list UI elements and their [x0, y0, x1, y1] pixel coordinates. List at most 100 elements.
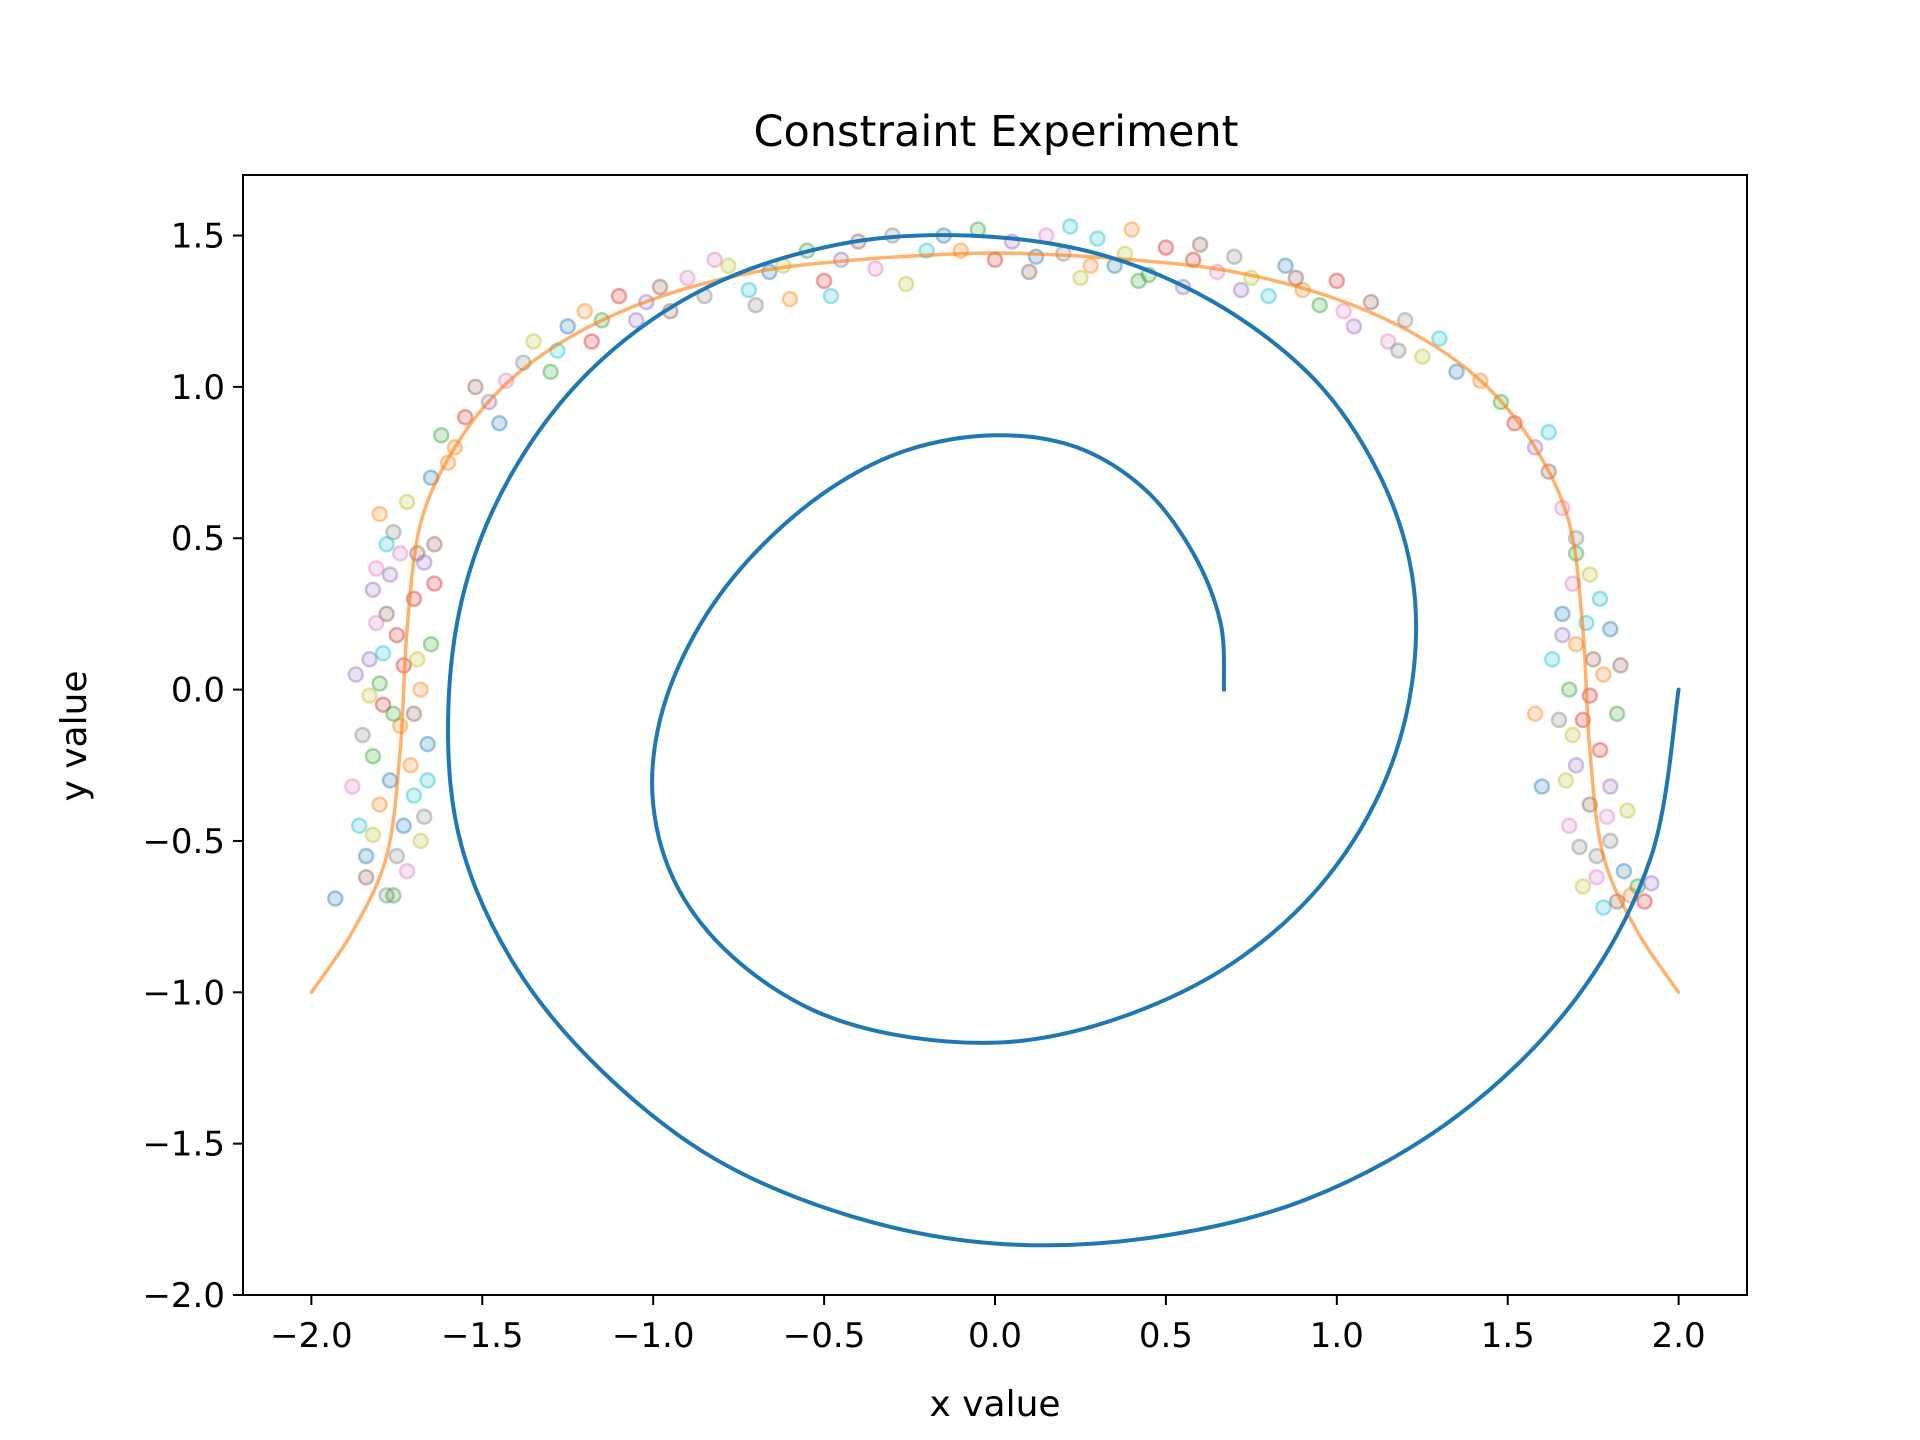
- scatter-point: [419, 772, 436, 789]
- scatter-point: [364, 581, 382, 598]
- scatter-point: [1277, 257, 1294, 275]
- spiral-line: [446, 233, 1681, 1248]
- scatter-point: [364, 747, 382, 765]
- scatter-point: [354, 726, 371, 744]
- scatter-point: [1540, 424, 1557, 441]
- x-tick-label: −1.5: [441, 1316, 524, 1356]
- scatter-point: [371, 505, 388, 523]
- scatter-point: [327, 890, 344, 907]
- scatter-point: [415, 554, 433, 571]
- scatter-point: [576, 302, 594, 320]
- scatter-point: [1543, 651, 1561, 668]
- scatter-point: [583, 333, 600, 350]
- scatter-point: [347, 666, 365, 683]
- scatter-point: [419, 735, 436, 753]
- scatter-point: [1431, 330, 1448, 347]
- scatter-point: [815, 272, 833, 290]
- scatter-point: [1561, 681, 1578, 698]
- x-tick-label: 0.5: [1139, 1316, 1193, 1356]
- scatter-point: [398, 862, 416, 880]
- scatter-point: [1598, 808, 1616, 825]
- scatter-point: [412, 681, 429, 698]
- scatter-point: [344, 778, 361, 795]
- scatter-point: [1588, 869, 1605, 886]
- scatter-point: [385, 705, 402, 723]
- scatter-point: [1226, 248, 1243, 265]
- scatter-point: [1615, 862, 1633, 880]
- scatter-point: [1602, 778, 1619, 795]
- x-tick-label: −0.5: [783, 1316, 866, 1356]
- scatter-point: [1591, 741, 1609, 759]
- scatter-point: [1130, 272, 1147, 290]
- scatter-point: [395, 817, 412, 835]
- scatter-point: [1157, 239, 1175, 256]
- scatter-point: [822, 287, 840, 305]
- scatter-point: [1362, 293, 1380, 311]
- scatter-point: [361, 651, 378, 668]
- scatter-point: [1581, 566, 1599, 583]
- scatter-point: [368, 560, 385, 577]
- scatter-point: [1082, 257, 1099, 275]
- scatter-point: [433, 427, 450, 444]
- y-tick-label: −0.5: [142, 822, 225, 862]
- x-tick-label: −1.0: [612, 1316, 695, 1356]
- scatter-point: [897, 275, 915, 293]
- x-tick-label: −2.0: [270, 1316, 353, 1356]
- plot-area: [309, 218, 1681, 1248]
- scatter-point: [1602, 620, 1619, 638]
- y-tick-label: 1.5: [171, 217, 225, 257]
- scatter-point: [747, 296, 764, 314]
- scatter-point: [402, 757, 419, 774]
- scatter-point: [368, 614, 385, 632]
- scatter-layer: [327, 218, 1660, 916]
- x-tick-label: 1.5: [1481, 1316, 1535, 1356]
- scatter-point: [422, 635, 440, 653]
- scatter-point: [1287, 269, 1305, 287]
- scatter-point: [1027, 248, 1045, 265]
- scatter-point: [525, 333, 542, 350]
- scatter-point: [405, 787, 423, 804]
- scatter-point: [1574, 878, 1592, 895]
- scatter-point: [1260, 287, 1277, 305]
- scatter-point: [381, 566, 399, 583]
- scatter-point: [361, 687, 378, 704]
- scatter-point: [986, 251, 1004, 269]
- scatter-point: [542, 363, 559, 381]
- scatter-point: [398, 493, 416, 511]
- line-layer: [309, 233, 1681, 1248]
- scatter-point: [740, 281, 758, 299]
- scatter-point: [1619, 802, 1636, 819]
- scatter-point: [1571, 838, 1588, 856]
- scatter-point: [357, 847, 375, 865]
- y-tick-label: 0.5: [171, 519, 225, 559]
- scatter-point: [1123, 221, 1140, 238]
- scatter-point: [1072, 269, 1089, 287]
- scatter-point: [1584, 651, 1602, 668]
- scatter-point: [378, 536, 395, 553]
- scatter-point: [467, 378, 484, 396]
- scatter-point: [1602, 832, 1619, 850]
- scatter-point: [1335, 302, 1352, 320]
- y-tick-label: −1.5: [142, 1125, 225, 1165]
- scatter-point: [1311, 296, 1328, 314]
- scatter-point: [1564, 726, 1581, 744]
- scatter-point: [391, 545, 409, 562]
- scatter-point: [412, 832, 429, 850]
- scatter-point: [1567, 635, 1585, 653]
- x-tick-label: 1.0: [1310, 1316, 1364, 1356]
- y-tick-label: 0.0: [171, 671, 225, 711]
- scatter-point: [456, 408, 474, 426]
- scatter-point: [559, 318, 576, 335]
- scatter-point: [720, 257, 737, 275]
- scatter-point: [1020, 263, 1038, 281]
- scatter-point: [1345, 318, 1363, 335]
- y-tick-label: 1.0: [171, 368, 225, 408]
- scatter-point: [706, 251, 723, 269]
- scatter-point: [415, 808, 433, 825]
- scatter-point: [374, 645, 392, 662]
- scatter-point: [388, 626, 406, 644]
- scatter-point: [1557, 772, 1575, 789]
- scatter-point: [364, 826, 382, 844]
